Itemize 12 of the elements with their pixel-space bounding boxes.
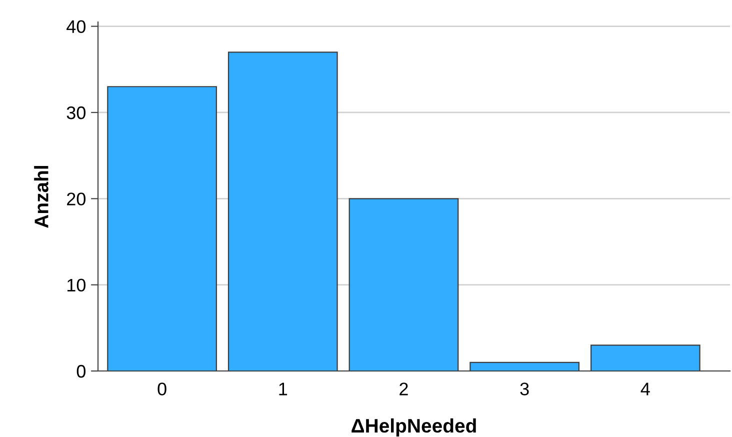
x-tick-label: 1 — [279, 382, 288, 396]
x-axis-title: ΔHelpNeeded — [352, 418, 476, 437]
x-tick-label: 2 — [400, 382, 408, 396]
x-tick-label: 0 — [158, 382, 166, 396]
x-tick-label: 3 — [520, 382, 529, 396]
y-tick-label: 0 — [76, 364, 86, 378]
y-tick-label: 20 — [67, 192, 86, 206]
y-tick-label: 10 — [67, 278, 86, 292]
y-tick-label: 30 — [66, 106, 86, 120]
x-tick-label: 4 — [640, 382, 650, 396]
y-axis-title: Anzahl — [34, 166, 48, 228]
y-tick-label: 40 — [66, 20, 86, 34]
